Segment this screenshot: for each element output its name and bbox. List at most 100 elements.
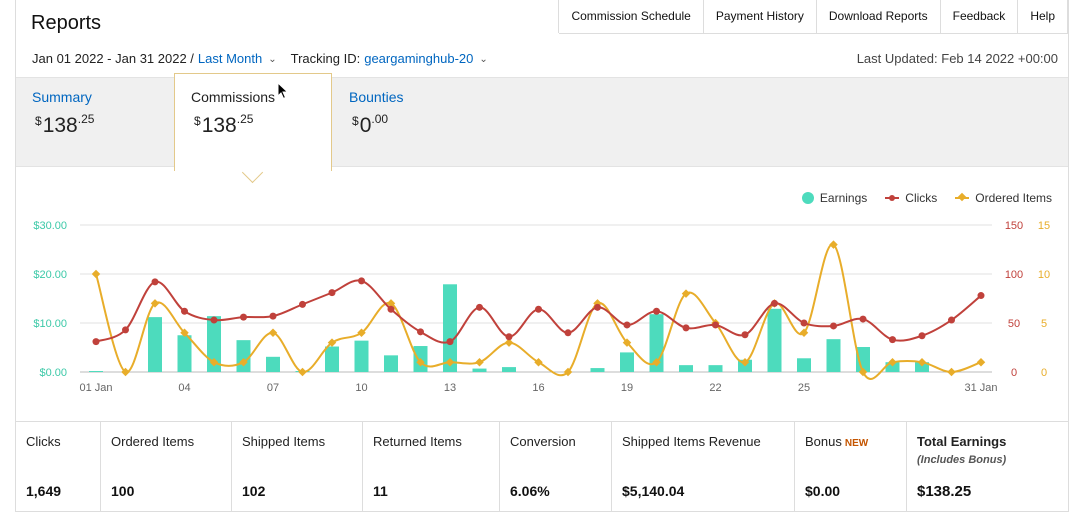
clicks-point (299, 300, 306, 308)
tab-commissions[interactable]: Commissions $138.25 (174, 73, 332, 171)
stat-value: $138.25 (917, 483, 972, 500)
clicks-point (918, 332, 926, 340)
clicks-point (505, 333, 513, 341)
ordered-items-point (180, 328, 189, 338)
earnings-swatch (801, 192, 814, 204)
x-tick-label: 04 (178, 382, 190, 394)
y-right-clicks-tick-label: 100 (1005, 269, 1023, 281)
top-nav: Commission Schedule Payment History Down… (558, 0, 1068, 34)
ordered-items-point (563, 367, 573, 377)
stat-value: 11 (373, 483, 388, 499)
y-right-ordered-tick-label: 0 (1041, 367, 1047, 379)
clicks-point (830, 322, 837, 330)
stat-clicks: Clicks 1,649 (16, 422, 101, 512)
period-dropdown[interactable]: Last Month (197, 51, 263, 66)
stat-total-earnings: Total Earnings (Includes Bonus) $138.25 (907, 422, 1058, 512)
ordered-items-point (327, 338, 337, 347)
commission-schedule-link[interactable]: Commission Schedule (559, 0, 704, 34)
chart-legend: Earnings Clicks Ordered Items (784, 191, 1052, 205)
earnings-bar (354, 340, 369, 372)
earnings-bar (502, 367, 516, 372)
clicks-point (594, 303, 601, 311)
y-left-tick-label: $30.00 (33, 220, 67, 232)
clicks-point (859, 315, 867, 323)
last-updated: Last Updated: Feb 14 2022 +00:00 (856, 51, 1058, 66)
earnings-bar (826, 339, 841, 372)
clicks-swatch (885, 195, 900, 201)
stat-value: $5,140.04 (622, 483, 685, 499)
legend-earnings[interactable]: Earnings (801, 191, 868, 205)
earnings-bar (266, 356, 280, 372)
earnings-bar (472, 368, 487, 372)
ordered-items-point (268, 328, 278, 338)
stat-label: Clicks (26, 434, 61, 449)
y-right-clicks-tick-label: 0 (1011, 367, 1017, 379)
download-reports-link[interactable]: Download Reports (816, 0, 941, 34)
ordered-items-point (652, 357, 661, 367)
x-tick-label: 22 (709, 382, 721, 394)
tab-summary[interactable]: Summary $138.25 (16, 78, 174, 166)
mouse-cursor-icon (277, 82, 289, 100)
legend-ordered-items[interactable]: Ordered Items (955, 191, 1052, 205)
chevron-down-icon[interactable]: ⌄ (268, 54, 277, 65)
earnings-bar (679, 365, 693, 372)
chevron-down-icon[interactable]: ⌄ (479, 54, 488, 65)
ordered-items-point (386, 299, 396, 308)
ordered-items-point (209, 357, 219, 367)
ordered-items-point (740, 357, 750, 367)
ordered-items-point (917, 357, 927, 367)
x-tick-label: 31 Jan (964, 382, 997, 394)
ordered-items-point (239, 357, 248, 367)
ordered-items-point (622, 338, 632, 347)
tab-commissions-value: $138.25 (194, 112, 254, 137)
legend-clicks[interactable]: Clicks (885, 191, 937, 205)
ordered-items-point (150, 299, 160, 308)
tab-commissions-label: Commissions (191, 89, 276, 105)
clicks-point (387, 305, 395, 313)
date-range-text: Jan 01 2022 - Jan 31 2022 / (32, 51, 194, 66)
clicks-point (889, 336, 896, 344)
y-right-ordered-tick-label: 10 (1038, 269, 1050, 281)
ordered-items-point (976, 357, 986, 367)
ordered-items-point (445, 357, 455, 367)
stat-conversion: Conversion 6.06% (500, 422, 612, 512)
tab-summary-label: Summary (32, 89, 92, 105)
ordered-items-point (799, 328, 809, 338)
earnings-bar (590, 368, 605, 372)
feedback-link[interactable]: Feedback (940, 0, 1019, 34)
ordered-items-point (91, 269, 101, 279)
x-tick-label: 07 (267, 382, 279, 394)
tab-bounties-value: $0.00 (352, 112, 389, 137)
earnings-bar (325, 346, 339, 372)
ordered-items-point (416, 357, 425, 367)
stat-label: Ordered Items (111, 434, 195, 449)
earnings-bar (620, 352, 634, 372)
x-tick-label: 01 Jan (79, 382, 112, 394)
clicks-point (623, 321, 631, 329)
clicks-point (800, 319, 808, 327)
tab-bounties[interactable]: Bounties $0.00 (332, 78, 490, 166)
x-tick-label: 25 (798, 382, 810, 394)
help-link[interactable]: Help (1018, 0, 1068, 34)
x-tick-label: 10 (355, 382, 367, 394)
clicks-point (653, 307, 660, 315)
report-frame (15, 0, 1069, 512)
new-badge: NEW (844, 438, 869, 449)
earnings-bar (767, 308, 782, 372)
earnings-bar (236, 340, 251, 372)
stat-ordered-items: Ordered Items 100 (101, 422, 232, 512)
earnings-bar (148, 317, 162, 372)
earnings-bar (207, 316, 221, 372)
x-tick-label: 16 (532, 382, 544, 394)
ordered-items-point (888, 357, 897, 367)
payment-history-link[interactable]: Payment History (703, 0, 817, 34)
legend-earnings-label: Earnings (819, 191, 868, 205)
ordered-items-point (475, 357, 484, 367)
clicks-point (328, 289, 336, 297)
earnings-chart: $0.00 0 0 $10.00 50 5 $20.00 100 10 $30.00 150 15 01… (33, 220, 1050, 394)
y-right-clicks-tick-label: 150 (1005, 220, 1023, 232)
clicks-point (712, 321, 719, 329)
y-right-clicks-tick-label: 50 (1008, 318, 1020, 330)
stat-sublabel: (Includes Bonus) (917, 454, 1007, 466)
tracking-id-dropdown[interactable]: geargaminghub-20 (364, 51, 474, 66)
